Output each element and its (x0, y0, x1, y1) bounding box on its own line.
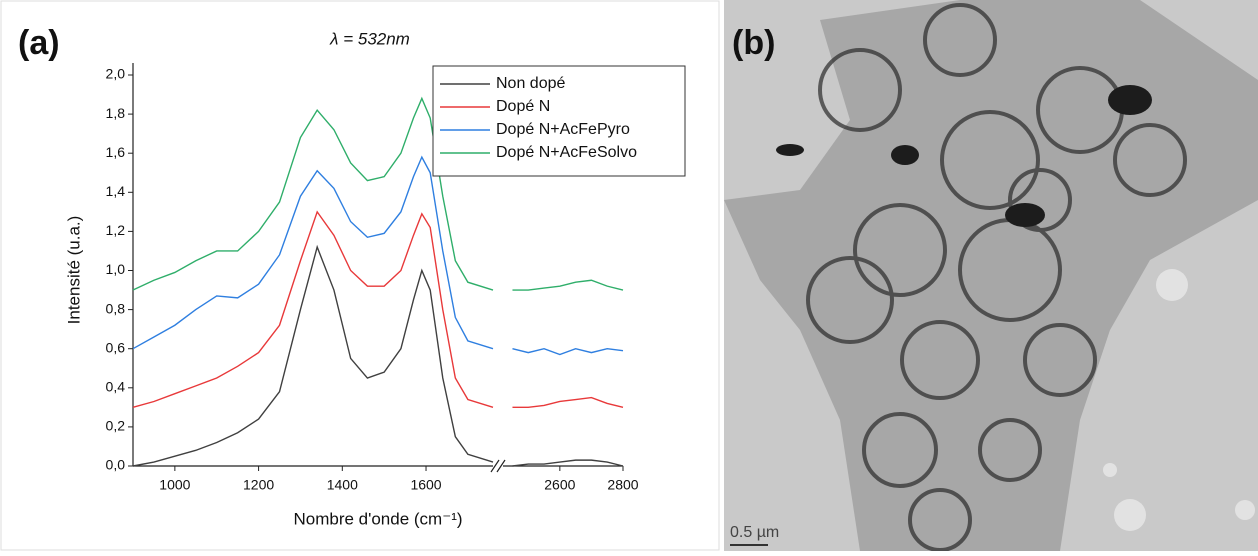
chart-title: λ = 532nm (329, 29, 410, 48)
legend-label: Dopé N+AcFeSolvo (496, 144, 637, 161)
y-tick-label: 1,0 (106, 261, 126, 277)
x-tick-label: 1000 (159, 477, 190, 493)
legend-label: Dopé N+AcFePyro (496, 121, 630, 138)
scale-bar-label: 0.5 µm (730, 524, 779, 541)
y-axis-label: Intensité (u.a.) (64, 216, 83, 325)
series-line (132, 155, 624, 356)
axis-break (490, 459, 506, 473)
y-tick-label: 0,4 (106, 379, 126, 395)
y-tick-label: 1,6 (106, 144, 126, 160)
y-tick-label: 0,0 (106, 457, 126, 473)
tem-image: 0.5 µm (b) (724, 0, 1258, 552)
holes (1103, 269, 1255, 531)
y-tick-label: 0,2 (106, 418, 126, 434)
x-tick-label: 1200 (243, 477, 274, 493)
y-tick-label: 2,0 (106, 66, 126, 82)
spheres (806, 3, 1187, 552)
x-tick-label: 1400 (327, 477, 358, 493)
x-tick-label: 1600 (410, 477, 441, 493)
y-tick-label: 0,8 (106, 300, 126, 316)
legend-label: Dopé N (496, 98, 550, 115)
y-tick-label: 1,2 (106, 222, 126, 238)
legend-label: Non dopé (496, 75, 565, 92)
x-axis-label: Nombre d'onde (cm⁻¹) (293, 509, 462, 528)
dark-particles (776, 85, 1152, 227)
panel-label: (a) (18, 24, 60, 62)
series-line (132, 244, 624, 467)
y-tick-label: 1,4 (106, 183, 126, 199)
series-line (132, 210, 624, 409)
panel-label: (b) (732, 24, 775, 62)
y-tick-label: 0,6 (106, 339, 126, 355)
y-tick-label: 1,8 (106, 105, 126, 121)
x-tick-label: 2800 (607, 477, 638, 493)
x-tick-label: 2600 (544, 477, 575, 493)
